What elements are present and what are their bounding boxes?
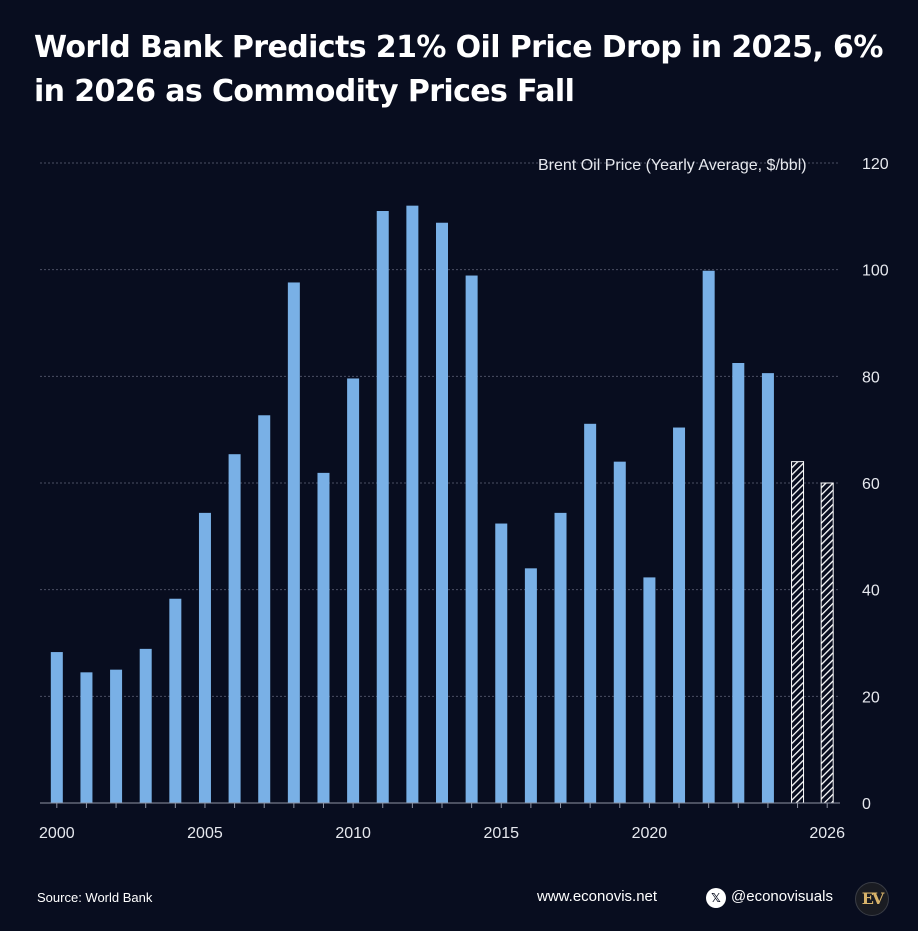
bar-2022	[702, 270, 715, 803]
x-tick-label-2020: 2020	[632, 825, 668, 842]
bar-2013	[436, 222, 448, 803]
x-logo-icon[interactable]: 𝕏	[706, 888, 726, 908]
bar-2017	[554, 512, 567, 803]
bar-2001	[80, 672, 93, 803]
website-link[interactable]: www.econovis.net	[537, 888, 658, 905]
bar-2000	[50, 652, 63, 803]
y-tick-label-40: 40	[862, 583, 880, 600]
axes: 0 20 40 60 80 100 120 2000 2005 2010 2015 2020 2026	[39, 156, 889, 842]
bar-2020	[643, 577, 656, 803]
social-handle[interactable]: @econovisuals	[731, 888, 833, 905]
y-tick-label-0: 0	[862, 796, 871, 813]
bar-2015	[495, 523, 508, 803]
x-tick-label-2015: 2015	[483, 825, 519, 842]
chart-title: World Bank Predicts 21% Oil Price Drop i…	[34, 30, 883, 109]
x-tick-label-2005: 2005	[187, 825, 223, 842]
bar-2006	[228, 454, 241, 803]
y-tick-label-60: 60	[862, 476, 880, 493]
bar-2019	[613, 461, 626, 803]
bar-2025	[791, 461, 805, 804]
x-tick-label-2026: 2026	[809, 825, 845, 842]
bar-2007	[258, 415, 271, 803]
bar-2016	[524, 568, 537, 803]
y-tick-label-80: 80	[862, 369, 880, 386]
bar-2008	[287, 282, 300, 803]
x-tick-label-2000: 2000	[39, 825, 75, 842]
y-tick-label-100: 100	[862, 263, 889, 280]
bar-2010	[347, 378, 360, 803]
bar-2002	[110, 669, 123, 803]
bar-2018	[584, 423, 597, 803]
source-note: Source: World Bank	[37, 890, 153, 905]
bar-2003	[139, 648, 152, 803]
x-tick-label-2010: 2010	[335, 825, 371, 842]
y-tick-label-120: 120	[862, 156, 889, 173]
bar-2014	[465, 275, 478, 803]
bar-2021	[673, 427, 686, 803]
bar-2026	[820, 482, 834, 804]
bars	[50, 205, 834, 804]
bar-2004	[169, 598, 182, 803]
bar-2024	[761, 373, 774, 803]
y-tick-label-20: 20	[862, 689, 880, 706]
bar-2005	[198, 512, 211, 803]
bar-2011	[376, 211, 389, 803]
y-axis-label: Brent Oil Price (Yearly Average, $/bbl)	[538, 157, 807, 174]
bar-2009	[317, 472, 330, 803]
bar-2023	[732, 363, 745, 803]
econovis-logo[interactable]: EV	[855, 882, 889, 916]
bar-2012	[406, 205, 419, 803]
